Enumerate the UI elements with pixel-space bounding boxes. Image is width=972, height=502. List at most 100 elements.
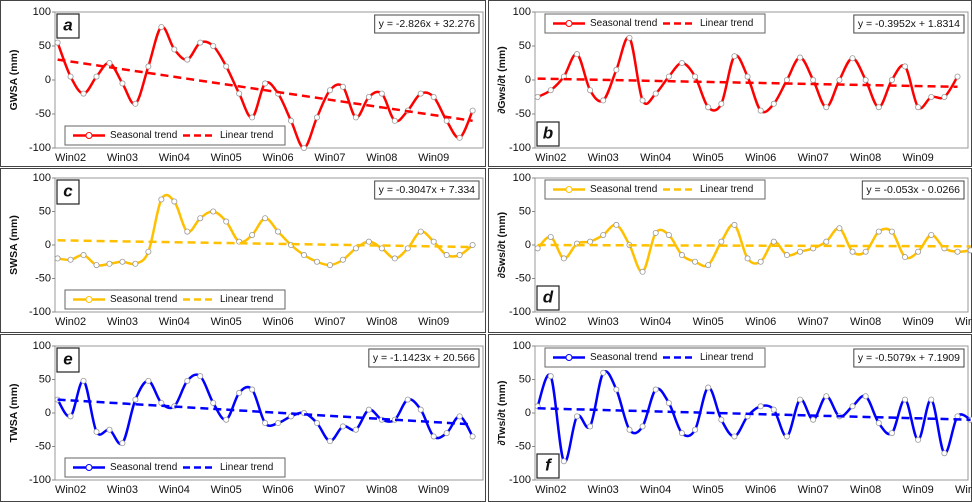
point — [731, 221, 738, 228]
legend-marker — [85, 464, 93, 471]
point — [106, 60, 113, 67]
point — [928, 94, 935, 101]
legend-label: Linear trend — [220, 294, 273, 305]
point — [692, 73, 699, 80]
point — [249, 114, 256, 121]
x-tick-label: Win02 — [535, 316, 566, 328]
panel-letter: a — [63, 15, 72, 34]
point — [757, 258, 764, 265]
point — [902, 254, 909, 261]
point — [210, 399, 217, 406]
point — [587, 238, 594, 245]
point — [313, 420, 320, 427]
x-tick-label: Win05 — [211, 316, 242, 328]
point — [797, 248, 804, 255]
point — [600, 369, 607, 376]
y-tick-label: 50 — [39, 373, 51, 385]
point — [888, 77, 895, 84]
point — [93, 262, 100, 269]
point — [875, 420, 882, 427]
point — [184, 228, 191, 235]
equation: y = -0.5079x + 7.1909 — [858, 352, 960, 364]
point — [744, 73, 751, 80]
point — [783, 77, 790, 84]
y-tick-label: -100 — [509, 142, 531, 154]
y-axis-title: ∂Sws/∂t (mm) — [496, 212, 508, 278]
point — [456, 252, 463, 259]
point — [469, 433, 476, 440]
point — [210, 208, 217, 215]
point — [443, 252, 450, 259]
point — [600, 97, 607, 104]
point — [849, 403, 856, 410]
point — [184, 56, 191, 63]
point — [67, 256, 74, 263]
panel-letter: c — [63, 181, 73, 200]
legend-marker — [85, 296, 93, 303]
point — [365, 94, 372, 101]
point — [941, 94, 948, 101]
point — [326, 262, 333, 269]
point — [184, 377, 191, 384]
y-tick-label: -50 — [35, 440, 51, 452]
x-tick-label: Win08 — [366, 316, 397, 328]
panel: -100 -50 0 50 100 Win02 Win03 Win04 Win05 Win06 Wi… — [488, 334, 972, 502]
point — [665, 73, 672, 80]
point — [352, 114, 359, 121]
panel-letter: e — [63, 349, 72, 368]
y-tick-label: 50 — [519, 40, 531, 52]
point — [547, 233, 554, 240]
point — [928, 231, 935, 238]
point — [54, 255, 61, 262]
point — [692, 258, 699, 265]
panel: -100 -50 0 50 100 Win02 Win03 Win04 Win05 Win06 Wi… — [488, 0, 972, 167]
point — [547, 87, 554, 94]
point — [915, 248, 922, 255]
trend-line — [57, 239, 473, 249]
point — [783, 252, 790, 259]
point — [823, 393, 830, 400]
point — [692, 426, 699, 433]
x-tick-label: Win03 — [107, 152, 138, 164]
point — [313, 258, 320, 265]
legend-marker — [565, 354, 573, 361]
y-tick-label: 50 — [39, 40, 51, 52]
point — [80, 377, 87, 384]
point — [770, 100, 777, 107]
point — [301, 252, 308, 259]
y-axis-title: TWSA (mm) — [8, 383, 20, 442]
point — [941, 450, 948, 457]
point — [132, 100, 139, 107]
y-tick-label: 100 — [513, 172, 531, 184]
panel-letter-box — [56, 347, 80, 373]
y-tick-label: 100 — [33, 6, 51, 18]
point — [288, 117, 295, 124]
point — [313, 114, 320, 121]
equation-box — [368, 348, 480, 368]
point — [469, 241, 476, 248]
y-axis-title: SWSA (mm) — [8, 215, 20, 275]
x-tick-label: Win04 — [159, 484, 190, 496]
point — [430, 94, 437, 101]
point — [967, 247, 972, 254]
point — [80, 252, 87, 259]
point — [928, 396, 935, 403]
point — [823, 104, 830, 111]
panel-letter: f — [545, 455, 553, 474]
x-tick-label: Win03 — [107, 316, 138, 328]
point — [171, 46, 178, 53]
legend-label: Seasonal trend — [590, 184, 657, 195]
panel-letter-box — [536, 285, 560, 311]
point — [391, 255, 398, 262]
point — [770, 238, 777, 245]
panel: -100 -50 0 50 100 Win02 Win03 Win04 Win05 Win06 Wi… — [0, 334, 486, 502]
x-tick-label: Win07 — [798, 484, 829, 496]
y-tick-label: 0 — [45, 407, 51, 419]
point — [145, 377, 152, 384]
x-tick-label: Win08 — [366, 484, 397, 496]
x-tick-label: Win02 — [535, 152, 566, 164]
point — [430, 238, 437, 245]
point — [862, 393, 869, 400]
point — [119, 80, 126, 87]
point — [456, 134, 463, 141]
